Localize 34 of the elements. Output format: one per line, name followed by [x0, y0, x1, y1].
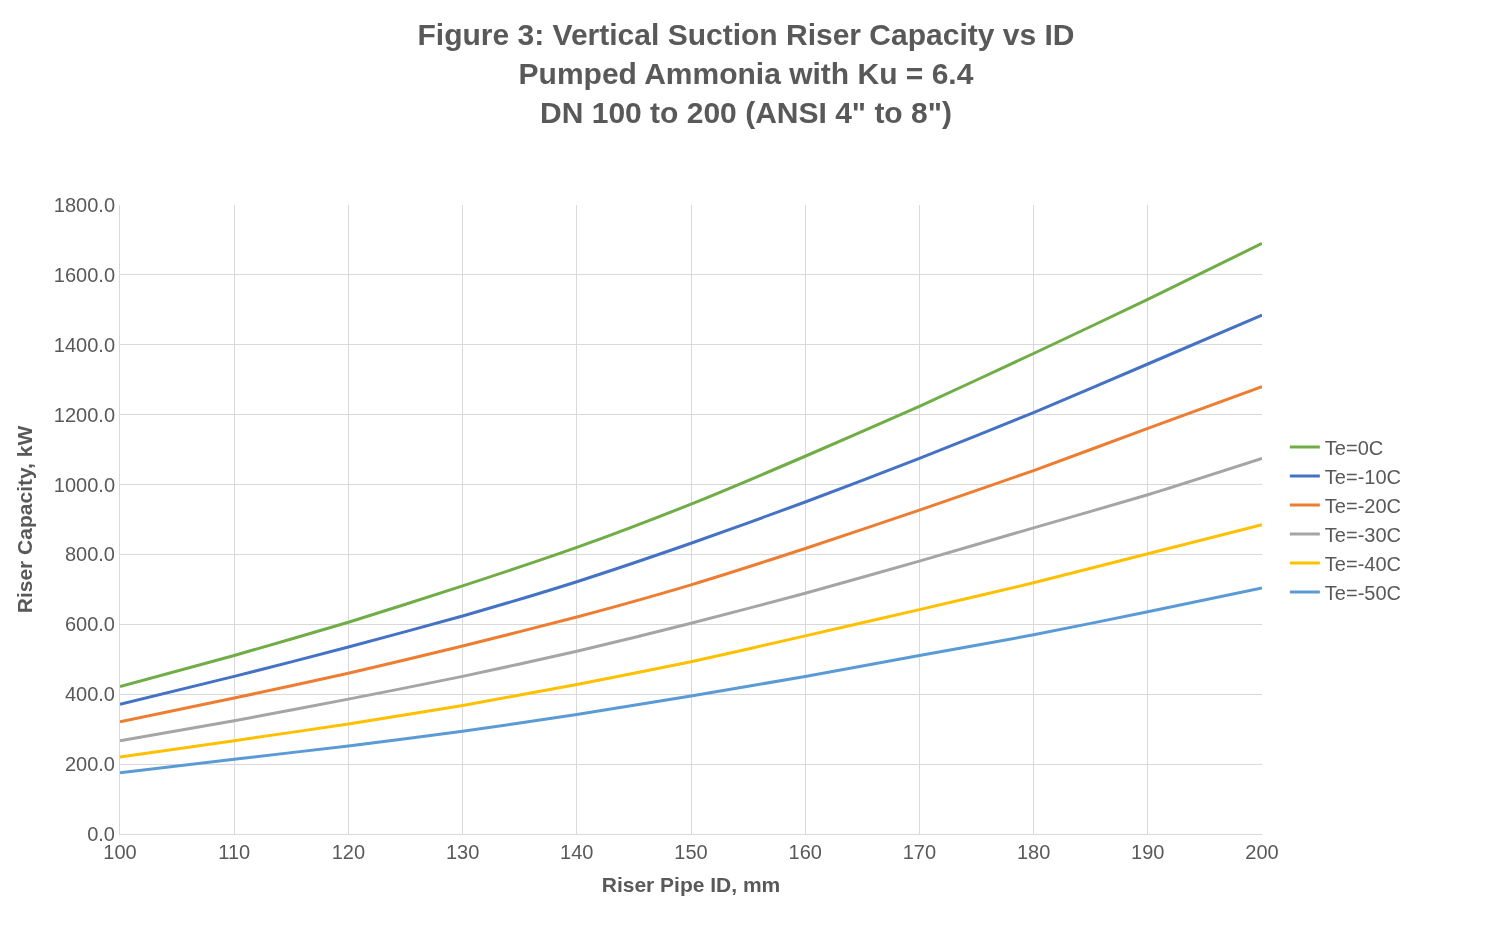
line-series: [120, 586, 1262, 775]
line-series: [120, 385, 1262, 724]
legend-label: Te=-50C: [1324, 581, 1401, 604]
y-tick-label: 800.0: [64, 543, 115, 566]
line-series: [120, 313, 1262, 706]
y-tick-label: 400.0: [64, 683, 115, 706]
chart-title: Figure 3: Vertical Suction Riser Capacity vs ID Pumped Ammonia with Ku = 6.4 DN 100 to 200 (ANSI 4" to 8"): [417, 18, 1075, 130]
y-tick-label: 1400.0: [53, 333, 115, 356]
y-tick-label: 1200.0: [53, 403, 115, 426]
x-tick-label: 150: [674, 841, 708, 863]
y-tick-label: 1000.0: [53, 473, 115, 496]
line-series: [120, 523, 1262, 759]
legend-label: Te=-10C: [1324, 465, 1401, 488]
line-series: [120, 456, 1262, 743]
x-tick-label: 190: [1131, 841, 1165, 863]
legend-label: Te=-40C: [1324, 552, 1401, 575]
x-tick-label: 130: [445, 841, 480, 863]
x-tick-label: 140: [560, 841, 594, 863]
x-axis-title: Riser Pipe ID, mm: [601, 873, 781, 897]
legend-label: Te=0C: [1324, 436, 1384, 459]
y-tick-label: 600.0: [64, 613, 115, 636]
x-tick-label: 180: [1016, 841, 1051, 863]
legend-label: Te=-30C: [1324, 523, 1401, 546]
y-tick-label: 1600.0: [53, 263, 115, 286]
x-tick-label: 120: [331, 841, 366, 863]
x-tick-label: 170: [902, 841, 937, 863]
x-tick-label: 160: [788, 841, 822, 863]
line-series: [120, 241, 1262, 689]
y-axis-title: Riser Capacity, kW: [12, 425, 36, 614]
x-tick-label: 200: [1245, 841, 1279, 863]
y-tick-label: 200.0: [64, 753, 115, 776]
x-tick-label: 110: [218, 841, 251, 863]
legend-label: Te=-20C: [1324, 494, 1401, 517]
y-tick-label: 1800.0: [53, 194, 115, 216]
